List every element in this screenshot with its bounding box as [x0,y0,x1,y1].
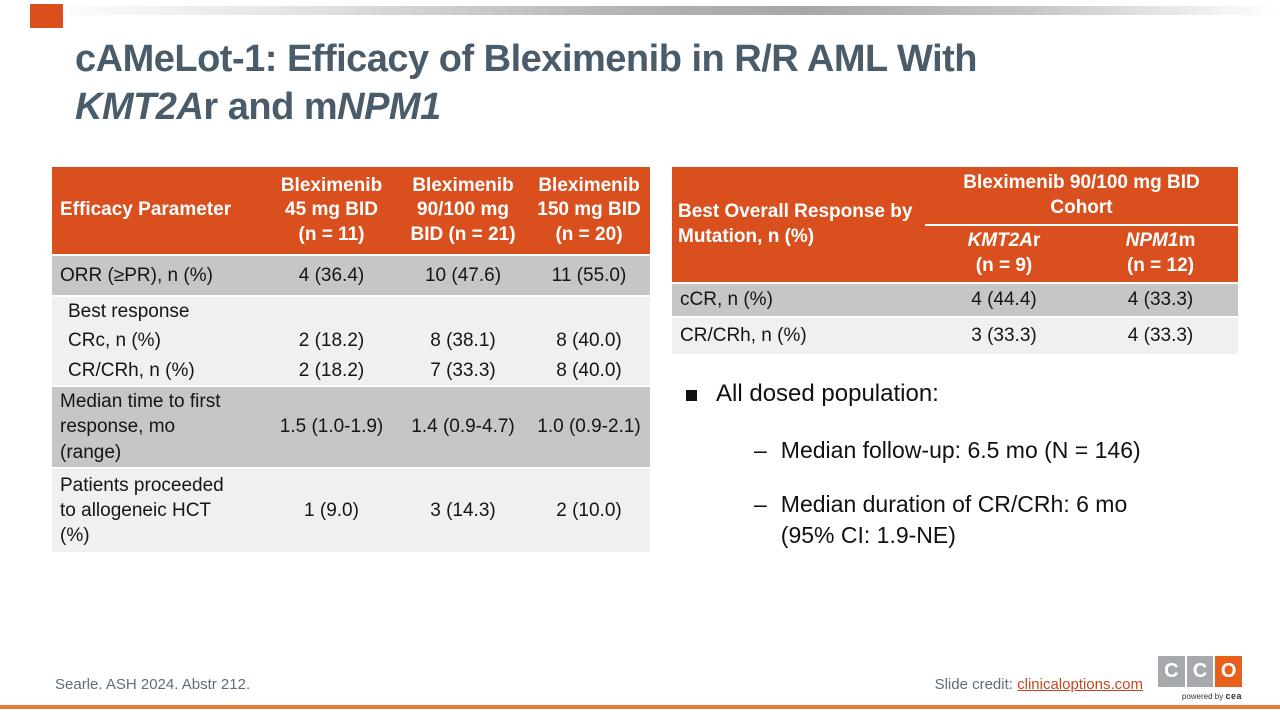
table-row: ORR (≥PR), n (%) 4 (36.4) 10 (47.6) 11 (… [52,254,650,296]
bullet-square-icon [686,390,697,401]
row-value: 2 (10.0) [528,467,650,552]
mutation-header-cohort: Bleximenib 90/100 mg BID Cohort [925,167,1239,226]
row-value: 1.0 (0.9-2.1) [528,385,650,468]
row-value: 3 (14.3) [398,467,528,552]
sub-bullet-item: Median duration of CR/CRh: 6 mo (95% CI:… [754,489,1246,550]
row-value: 1.5 (1.0-1.9) [265,385,398,468]
dash-bullet-icon [754,489,767,519]
table-row: cCR, n (%) 4 (44.4) 4 (33.3) [672,282,1239,317]
sub-bullet-item: Median follow-up: 6.5 mo (N = 146) [754,435,1246,465]
sub-bullet-list: Median follow-up: 6.5 mo (N = 146) Media… [754,435,1246,550]
row-label: Best response [52,295,265,326]
clinicaloptions-link[interactable]: clinicaloptions.com [1017,676,1143,693]
top-gradient-bar [33,6,1280,15]
row-label: cCR, n (%) [672,282,925,317]
row-value [528,295,650,326]
slide-credit: Slide credit: clinicaloptions.com [935,676,1143,693]
table-row: Median time to first response, mo (range… [52,385,650,468]
cco-logo-letter-c2: C [1186,656,1214,687]
reference-citation: Searle. ASH 2024. Abstr 212. [55,676,251,693]
powered-by-brand: cea [1225,691,1242,701]
gene-kmt2a: KMT2A [967,230,1034,252]
efficacy-header-col2: Bleximenib 90/100 mg BID (n = 21) [398,167,528,255]
cco-logo: C C O powered by cea [1158,656,1243,701]
row-value: 3 (33.3) [925,316,1083,354]
bullet-item: All dosed population: [686,380,1246,408]
mutation-table-header-row: Best Overall Response by Mutation, n (%)… [672,167,1239,283]
row-value: 7 (33.3) [398,356,528,386]
powered-by-label: powered by [1181,692,1226,701]
accent-square-icon [30,4,63,28]
title-mid: r and m [203,85,338,128]
gene-suffix: m [1178,230,1196,252]
efficacy-table: Efficacy Parameter Bleximenib 45 mg BID … [52,167,650,552]
mutation-subheader-npm1m: NPM1m (n = 12) [1083,225,1239,283]
gene-npm1: NPM1 [1125,230,1179,252]
row-value [265,295,398,326]
dash-bullet-icon [754,435,767,465]
row-label: Median time to first response, mo (range… [52,385,265,468]
row-value: 10 (47.6) [398,254,528,296]
n-count: (n = 9) [975,255,1033,276]
table-row: Best response [52,295,650,326]
row-value: 1.4 (0.9-4.7) [398,385,528,468]
row-value: 11 (55.0) [528,254,650,296]
sub-bullet-text: Median duration of CR/CRh: 6 mo (95% CI:… [780,491,1128,548]
row-value: 4 (33.3) [1083,316,1239,354]
row-value: 8 (38.1) [398,326,528,356]
page-title: cAMeLot-1: Efficacy of Bleximenib in R/R… [75,36,1195,132]
row-value: 4 (44.4) [925,282,1083,317]
row-label: Patients proceeded to allogeneic HCT (%) [52,467,265,552]
efficacy-table-header-row: Efficacy Parameter Bleximenib 45 mg BID … [52,167,650,255]
row-value: 8 (40.0) [528,326,650,356]
title-gene2: NPM1 [337,85,441,128]
row-value: 4 (36.4) [265,254,398,296]
efficacy-header-col1: Bleximenib 45 mg BID (n = 11) [265,167,398,255]
row-value: 1 (9.0) [265,467,398,552]
bullet-text: All dosed population: [716,380,939,407]
row-label: ORR (≥PR), n (%) [52,254,265,296]
row-value: 8 (40.0) [528,356,650,386]
powered-by-text: powered by cea [1158,691,1242,701]
sub-bullet-text: Median follow-up: 6.5 mo (N = 146) [780,437,1141,463]
row-value: 2 (18.2) [265,326,398,356]
cco-logo-letter-c1: C [1158,656,1185,687]
title-gene1: KMT2A [75,85,204,128]
row-label: CR/CRh, n (%) [52,356,265,386]
row-value: 4 (33.3) [1083,282,1239,317]
gene-suffix: r [1033,230,1041,252]
bottom-orange-rule [0,705,1280,709]
cco-logo-squares: C C O [1158,656,1243,687]
title-line1: cAMeLot-1: Efficacy of Bleximenib in R/R… [75,38,978,80]
mutation-table-subheader-row: KMT2Ar (n = 9) NPM1m (n = 12) [672,225,1239,283]
row-label: CRc, n (%) [52,326,265,356]
bullet-list: All dosed population: Median follow-up: … [686,380,1246,574]
row-label: CR/CRh, n (%) [672,316,925,354]
mutation-header-param: Best Overall Response by Mutation, n (%) [672,167,925,283]
row-value [398,295,528,326]
table-row: CR/CRh, n (%) 3 (33.3) 4 (33.3) [672,316,1239,354]
efficacy-header-col3: Bleximenib 150 mg BID (n = 20) [528,167,650,255]
slide-credit-label: Slide credit: [934,676,1018,693]
table-row: CR/CRh, n (%) 2 (18.2) 7 (33.3) 8 (40.0) [52,356,650,386]
mutation-subheader-kmt2ar: KMT2Ar (n = 9) [925,225,1083,283]
table-row: CRc, n (%) 2 (18.2) 8 (38.1) 8 (40.0) [52,326,650,356]
title-line2: KMT2Ar and mNPM1 [75,84,1195,132]
efficacy-header-param: Efficacy Parameter [52,167,265,255]
n-count: (n = 12) [1126,255,1195,276]
row-value: 2 (18.2) [265,356,398,386]
mutation-table: Best Overall Response by Mutation, n (%)… [672,167,1239,354]
table-row: Patients proceeded to allogeneic HCT (%)… [52,467,650,552]
cco-logo-letter-o: O [1215,656,1243,687]
